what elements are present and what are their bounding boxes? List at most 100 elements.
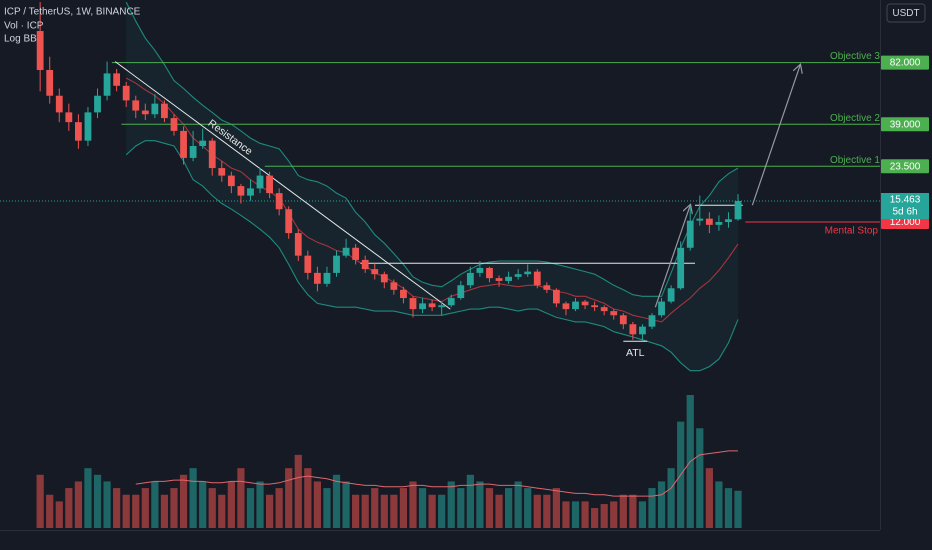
volume-bar bbox=[361, 494, 369, 528]
candle-body bbox=[543, 285, 551, 290]
level-name: Objective 2 bbox=[830, 113, 880, 124]
candle-body bbox=[361, 259, 369, 270]
volume-bar bbox=[227, 481, 235, 528]
arrow bbox=[654, 205, 690, 308]
candle-body bbox=[141, 110, 149, 115]
volume-bar bbox=[189, 468, 197, 528]
candle-body bbox=[725, 219, 732, 223]
volume-bar bbox=[65, 488, 73, 528]
last-price-box bbox=[881, 192, 929, 219]
candle-body bbox=[524, 271, 532, 275]
volume-bar bbox=[409, 481, 417, 528]
volume-bar bbox=[495, 494, 503, 528]
candle-body bbox=[428, 303, 436, 308]
candle-body bbox=[227, 175, 235, 187]
volume-ma bbox=[135, 450, 738, 497]
volume-bar bbox=[122, 494, 130, 528]
candle-body bbox=[170, 118, 178, 131]
level-label-box bbox=[881, 159, 929, 174]
candle-body bbox=[256, 175, 264, 189]
candle-body bbox=[266, 175, 273, 194]
volume-bar bbox=[600, 504, 608, 528]
candle-body bbox=[199, 140, 207, 147]
candle-body bbox=[313, 272, 321, 284]
candle-body bbox=[591, 305, 599, 308]
candle-body bbox=[686, 220, 694, 248]
candle-body bbox=[466, 272, 474, 286]
volume-bar bbox=[533, 494, 541, 528]
countdown-label: 5d 6h bbox=[892, 207, 917, 218]
level-label: 39.000 bbox=[890, 119, 921, 130]
level-label-box bbox=[881, 117, 929, 132]
volume-bar bbox=[132, 494, 140, 528]
candle-body bbox=[476, 267, 484, 273]
indicator-label: Log BB bbox=[4, 34, 37, 45]
volume-bar bbox=[705, 468, 713, 528]
volume-bar bbox=[380, 494, 388, 528]
volume-bar bbox=[285, 468, 293, 528]
candle-body bbox=[380, 274, 388, 283]
volume-bar bbox=[581, 501, 589, 528]
volume-bar bbox=[332, 474, 341, 528]
candle-body bbox=[74, 122, 82, 141]
volume-bar bbox=[715, 481, 723, 528]
volume-bar bbox=[113, 488, 121, 528]
volume-bar bbox=[552, 488, 560, 528]
candle-body bbox=[696, 218, 704, 221]
volume-bar bbox=[428, 494, 436, 528]
candle-body bbox=[132, 100, 140, 111]
volume-bar bbox=[734, 490, 742, 528]
candle-body bbox=[237, 186, 245, 196]
candle-body bbox=[161, 103, 168, 119]
candle-body bbox=[600, 307, 608, 312]
candle-body bbox=[639, 326, 646, 335]
volume-bar bbox=[371, 488, 379, 528]
candle-body bbox=[514, 274, 522, 277]
volume-bar bbox=[399, 488, 408, 528]
volume-bar bbox=[657, 481, 666, 528]
level-label-box bbox=[881, 55, 929, 70]
last-price-label: 15.463 bbox=[890, 195, 921, 206]
volume-bar bbox=[237, 468, 245, 528]
candle-body bbox=[572, 301, 579, 310]
volume-bar bbox=[313, 481, 321, 528]
volume-bar bbox=[696, 428, 704, 528]
resistance-line bbox=[114, 61, 451, 310]
volume-bar bbox=[667, 468, 675, 528]
candle-body bbox=[715, 222, 723, 225]
candle-body bbox=[667, 288, 675, 302]
volume-bar bbox=[84, 468, 92, 528]
candle-body bbox=[180, 130, 187, 158]
volume-bar bbox=[352, 494, 360, 528]
candle-body bbox=[304, 255, 312, 273]
volume-bar bbox=[323, 488, 331, 528]
volume-bar bbox=[457, 488, 465, 528]
volume-bar bbox=[610, 501, 618, 528]
candle-body bbox=[208, 140, 216, 169]
volume-bar bbox=[170, 488, 178, 528]
level-name: Objective 1 bbox=[830, 155, 880, 166]
candle-body bbox=[619, 315, 627, 325]
candle-body bbox=[505, 276, 512, 281]
volume-bar bbox=[438, 494, 446, 528]
candle-body bbox=[705, 218, 713, 225]
currency-button-label[interactable]: USDT bbox=[892, 8, 919, 19]
candle-body bbox=[419, 303, 426, 310]
candle-body bbox=[495, 278, 503, 281]
candle-body bbox=[84, 112, 92, 141]
candle-body bbox=[55, 95, 63, 113]
volume-bar bbox=[46, 494, 54, 528]
volume-bar bbox=[514, 481, 522, 528]
volume-bar bbox=[447, 481, 455, 528]
level-name: Mental Stop bbox=[825, 226, 879, 237]
candle-body bbox=[734, 200, 742, 220]
candle-body bbox=[658, 301, 665, 316]
candle-body bbox=[122, 85, 130, 101]
volume-bar bbox=[562, 501, 570, 528]
volume-bar bbox=[619, 494, 627, 528]
candle-body bbox=[113, 73, 121, 86]
volume-bar bbox=[93, 474, 102, 528]
candle-body bbox=[447, 298, 455, 306]
candle-body bbox=[610, 311, 618, 316]
currency-button[interactable] bbox=[886, 3, 926, 23]
